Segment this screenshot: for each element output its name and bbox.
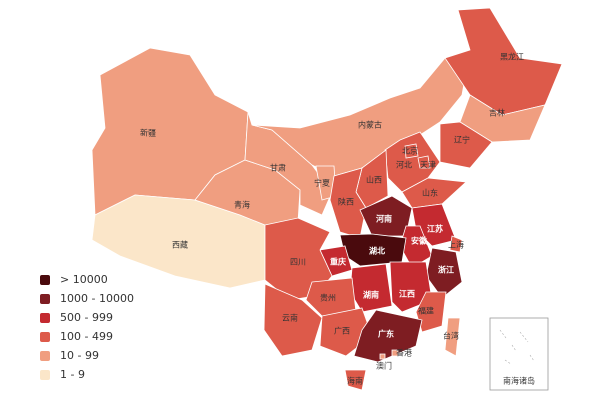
legend-label: > 10000	[60, 273, 108, 286]
province-label: 广西	[334, 326, 350, 336]
legend-swatch	[40, 370, 50, 380]
legend-swatch	[40, 275, 50, 285]
inset-islands	[499, 329, 535, 365]
province	[264, 217, 333, 301]
province-label: 山西	[366, 175, 382, 185]
province	[389, 261, 433, 313]
province	[444, 317, 461, 357]
province-label: 福建	[418, 306, 434, 316]
legend-label: 100 - 499	[60, 330, 113, 343]
province-label: 澳门	[376, 361, 392, 371]
legend-swatch	[40, 313, 50, 323]
province-label: 安徽	[411, 236, 428, 246]
province-label: 辽宁	[454, 135, 470, 145]
province	[263, 283, 323, 357]
province	[444, 7, 563, 116]
province-label: 黑龙江	[500, 52, 524, 62]
province-label: 湖北	[369, 246, 385, 256]
province-label: 北京	[402, 146, 418, 156]
province	[379, 353, 386, 360]
province	[417, 155, 431, 169]
province	[449, 235, 463, 253]
province-label: 重庆	[330, 257, 346, 267]
inset-label: 南海诸岛	[503, 376, 535, 386]
province	[329, 167, 367, 239]
province-label: 湖南	[363, 290, 379, 300]
inset-box	[489, 317, 549, 391]
legend-swatch	[40, 294, 50, 304]
provinces	[91, 7, 563, 391]
province-label: 河北	[396, 160, 412, 170]
province	[415, 291, 447, 333]
province	[439, 121, 493, 169]
province	[384, 131, 441, 193]
province-label: 台湾	[443, 331, 459, 341]
province-label: 吉林	[489, 108, 505, 118]
province-label: 陕西	[338, 197, 354, 207]
province-label: 内蒙古	[358, 120, 382, 130]
province	[359, 195, 413, 237]
province-label: 甘肃	[270, 163, 286, 173]
province-label: 四川	[290, 258, 306, 267]
province-label: 海南	[347, 376, 363, 386]
legend-label: 1 - 9	[60, 368, 85, 381]
province-label: 贵州	[320, 293, 336, 303]
province-label: 西藏	[172, 240, 188, 250]
province-label: 山东	[422, 188, 438, 198]
province-label: 河南	[376, 214, 392, 224]
legend-swatch	[40, 351, 50, 361]
province	[391, 349, 399, 357]
province-label: 浙江	[438, 265, 454, 275]
province-label: 江西	[399, 289, 415, 299]
province-label: 香港	[396, 348, 412, 358]
province-label: 青海	[234, 200, 250, 210]
province-label: 天津	[420, 160, 436, 170]
legend: > 10000 1000 - 10000 500 - 999 100 - 499 10 …	[40, 273, 134, 381]
province-label: 广东	[378, 329, 394, 339]
province	[404, 143, 419, 159]
legend-label: 500 - 999	[60, 311, 113, 324]
province-label: 云南	[282, 313, 298, 323]
legend-swatch	[40, 332, 50, 342]
province	[344, 369, 367, 391]
legend-label: 1000 - 10000	[60, 292, 134, 305]
province-label: 江苏	[427, 224, 443, 234]
province-label: 新疆	[140, 128, 156, 138]
province	[401, 177, 467, 209]
province	[353, 309, 423, 363]
legend-label: 10 - 99	[60, 349, 99, 362]
province-label: 宁夏	[314, 178, 330, 188]
province	[349, 263, 393, 313]
province-label: 上海	[448, 240, 464, 250]
